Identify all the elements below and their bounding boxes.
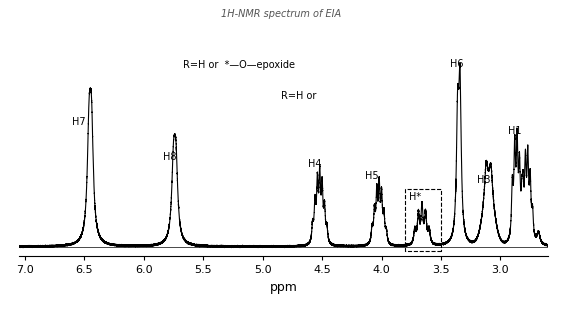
X-axis label: ppm: ppm <box>270 281 297 294</box>
Text: H1: H1 <box>508 126 521 137</box>
Text: H3: H3 <box>477 175 490 185</box>
Text: H7: H7 <box>72 117 85 127</box>
Text: H8: H8 <box>163 152 177 162</box>
Text: H*: H* <box>409 192 421 202</box>
Text: 1H-NMR spectrum of EIA: 1H-NMR spectrum of EIA <box>221 9 342 19</box>
Text: H6: H6 <box>450 59 463 69</box>
Text: H4: H4 <box>308 159 321 169</box>
Text: H5: H5 <box>365 171 379 181</box>
Text: R=H or: R=H or <box>280 91 316 101</box>
Text: R=H or  *—O—epoxide: R=H or *—O—epoxide <box>184 60 295 70</box>
